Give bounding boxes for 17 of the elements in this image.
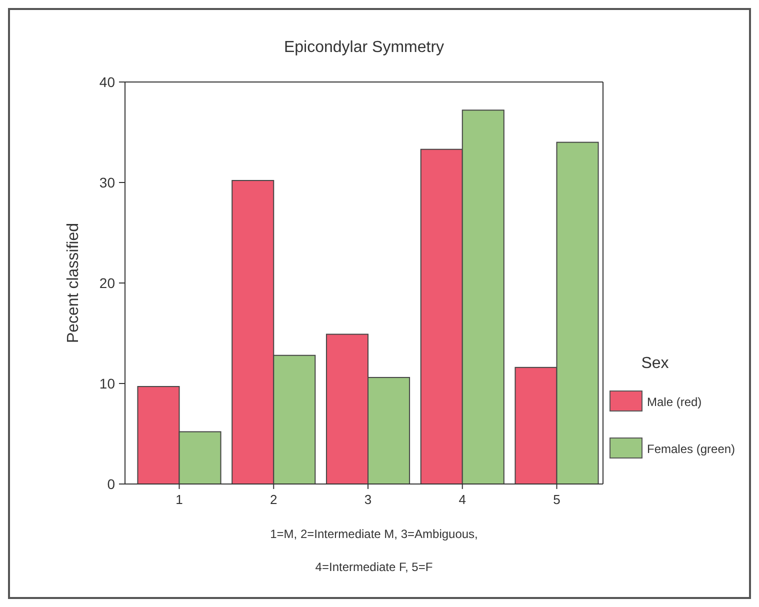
y-tick-label: 0 [107, 476, 116, 492]
legend-label: Females (green) [647, 442, 736, 456]
x-tick-label: 5 [553, 492, 560, 507]
y-tick-label: 10 [99, 376, 116, 392]
x-tick-label: 2 [270, 492, 278, 507]
x-tick-label: 3 [364, 492, 372, 507]
x-tick-label: 4 [458, 492, 466, 507]
y-tick-label: 30 [99, 174, 116, 190]
text: 4=Intermediate F, 5=F [315, 560, 433, 574]
legend-title: Sex [641, 355, 669, 372]
text: 1=M, 2=Intermediate M, 3=Ambiguous, [270, 527, 478, 541]
chart-title: Epicondylar Symmetry [284, 39, 444, 56]
legend-label: Male (red) [647, 395, 702, 409]
y-axis-title: Pecent classified [65, 222, 82, 344]
y-tick-label: 20 [99, 275, 116, 291]
x-tick-label: 1 [176, 492, 183, 507]
y-tick-label: 40 [99, 74, 116, 90]
